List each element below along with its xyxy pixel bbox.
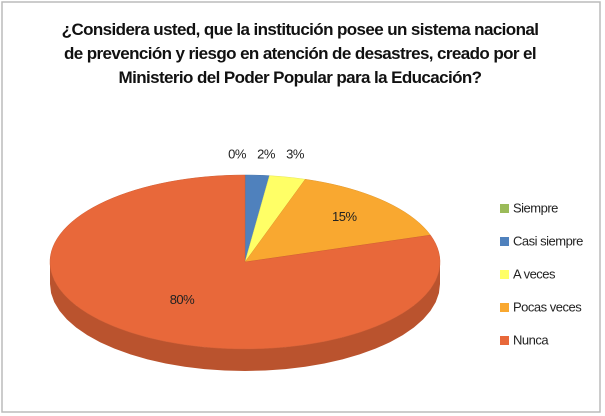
legend-label: A veces xyxy=(513,266,556,281)
data-label: 0% xyxy=(228,146,247,161)
data-label: 15% xyxy=(332,209,357,224)
legend-label: Casi siempre xyxy=(513,233,583,248)
slice-side xyxy=(50,262,440,371)
data-label: 80% xyxy=(170,292,195,307)
slice xyxy=(244,178,431,263)
legend-swatch xyxy=(500,303,509,312)
legend-swatch xyxy=(500,270,509,279)
legend-swatch xyxy=(500,204,509,213)
slice xyxy=(49,174,441,350)
legend-swatch xyxy=(500,237,509,246)
data-label: 3% xyxy=(286,146,305,161)
chart-title: ¿Considera usted, que la institución pos… xyxy=(61,20,539,87)
legend-label: Siempre xyxy=(513,200,558,215)
legend-label: Nunca xyxy=(513,332,549,347)
legend-swatch xyxy=(500,336,509,345)
data-label: 2% xyxy=(257,146,276,161)
legend-label: Pocas veces xyxy=(513,299,582,314)
